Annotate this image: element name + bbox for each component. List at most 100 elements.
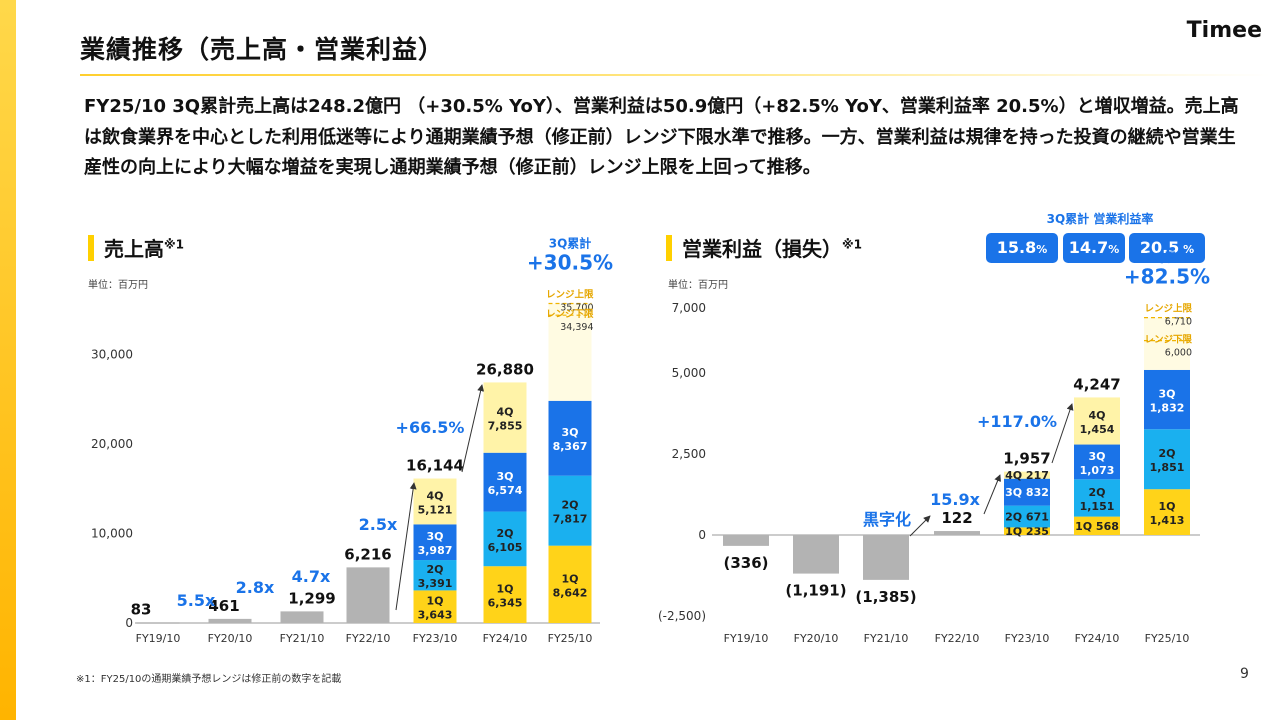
profit-ytick-label: 7,000 <box>672 301 706 315</box>
profit-bar-3q <box>1144 369 1190 430</box>
revenue-seg-value: 8,642 <box>553 586 588 599</box>
revenue-seg-name: 2Q <box>426 563 443 576</box>
revenue-x-label: FY19/10 <box>136 632 181 645</box>
profit-seg-name: 3Q <box>1158 388 1175 401</box>
revenue-title-note: ※1 <box>164 237 185 252</box>
revenue-bar-1q <box>413 590 457 623</box>
profit-growth-arrow <box>1051 403 1074 464</box>
profit-bar-2q <box>1004 505 1050 528</box>
page-number: 9 <box>1240 666 1249 682</box>
profit-chart-title: 営業利益（損失）※1 <box>666 233 862 262</box>
profit-ytd-growth: +82.5% <box>1124 265 1210 289</box>
profit-seg-label: 1Q 235 <box>1005 525 1049 538</box>
margin-value-fy23: 15.8 <box>996 238 1037 257</box>
title-underline <box>80 74 1270 76</box>
profit-bar-1q <box>1074 516 1120 535</box>
revenue-x-label: FY25/10 <box>548 632 593 645</box>
profit-forecast-lower-value: 6,000 <box>1165 348 1192 359</box>
revenue-seg-value: 8,367 <box>553 440 588 453</box>
revenue-seg-value: 7,855 <box>488 420 523 433</box>
profit-bar-2q <box>1144 429 1190 490</box>
profit-x-label: FY21/10 <box>864 632 909 645</box>
profit-ytick-label: 0 <box>698 528 706 542</box>
revenue-forecast-upper-label: レンジ上限 <box>546 288 594 300</box>
revenue-seg-value: 3,643 <box>418 609 453 622</box>
profit-bar-total <box>934 531 980 535</box>
revenue-growth-label: +66.5% <box>396 418 465 437</box>
revenue-seg-name: 4Q <box>426 489 443 502</box>
profit-bar-total <box>863 535 909 580</box>
revenue-seg-value: 6,574 <box>488 484 523 497</box>
revenue-seg-value: 7,817 <box>553 513 588 526</box>
profit-x-label: FY20/10 <box>794 632 839 645</box>
profit-total-label: 1,957 <box>1003 450 1050 468</box>
revenue-growth-label: 4.7x <box>292 567 331 586</box>
profit-forecast-upper-value: 6,710 <box>1165 317 1192 328</box>
revenue-unit-label: 単位：百万円 <box>88 280 148 291</box>
revenue-forecast-upper-value: 35,700 <box>560 302 593 313</box>
revenue-total-label: 6,216 <box>344 545 391 563</box>
profit-seg-name: 2Q <box>1088 486 1105 499</box>
profit-seg-name: 4Q <box>1088 409 1105 422</box>
profit-forecast-upper-label: レンジ上限 <box>1144 303 1192 315</box>
revenue-seg-value: 3,391 <box>418 577 453 590</box>
revenue-seg-name: 1Q <box>561 572 578 585</box>
profit-seg-value: 1,151 <box>1080 500 1115 513</box>
margin-pill-fy24: 14.7% <box>1063 233 1125 263</box>
revenue-ytick-label: 20,000 <box>91 437 133 451</box>
revenue-ytd-growth: +30.5% <box>527 250 613 274</box>
margin-unit-fy23: % <box>1036 243 1048 256</box>
revenue-total-label: 26,880 <box>476 360 534 378</box>
revenue-seg-name: 3Q <box>561 426 578 439</box>
revenue-seg-name: 2Q <box>496 527 513 540</box>
revenue-seg-value: 6,345 <box>488 597 523 610</box>
profit-turnaround-label: 黒字化 <box>863 510 911 529</box>
revenue-growth-label: 5.5x <box>177 591 216 610</box>
profit-seg-label: 3Q 832 <box>1005 486 1049 499</box>
revenue-bar-4q <box>483 382 527 453</box>
profit-seg-name: 1Q <box>1158 500 1175 513</box>
revenue-seg-value: 3,987 <box>418 544 453 557</box>
revenue-bar-total <box>280 611 324 623</box>
revenue-total-label: 16,144 <box>406 457 464 475</box>
margin-unit-fy25: % <box>1179 243 1195 256</box>
profit-unit-label: 単位：百万円 <box>668 280 728 291</box>
revenue-growth-arrow <box>395 482 417 611</box>
margin-box-heading: 3Q累計 営業利益率 <box>1046 212 1154 226</box>
profit-bar-3q <box>1004 478 1050 506</box>
profit-bar-4q <box>1004 471 1050 479</box>
revenue-bar-2q <box>483 511 527 567</box>
margin-pill-fy25: 20.5 % <box>1129 233 1205 263</box>
page-title: 業績推移（売上高・営業利益） <box>80 35 445 64</box>
profit-forecast-range <box>1144 317 1190 370</box>
revenue-bar-3q <box>413 524 457 561</box>
profit-forecast-lower-label: レンジ下限 <box>1144 335 1192 346</box>
revenue-x-label: FY21/10 <box>280 632 325 645</box>
revenue-ytick-label: 30,000 <box>91 348 133 362</box>
profit-seg-value: 1,413 <box>1150 514 1185 527</box>
profit-bar-2q <box>1074 479 1120 517</box>
profit-total-label: (336) <box>723 554 768 572</box>
profit-seg-label: 1Q 568 <box>1075 520 1119 533</box>
profit-total-label: (1,191) <box>785 582 846 600</box>
revenue-seg-name: 4Q <box>496 406 513 419</box>
revenue-ytd-period: 3Q累計 <box>549 235 592 250</box>
profit-title-note: ※1 <box>842 237 863 252</box>
revenue-x-label: FY24/10 <box>483 632 528 645</box>
revenue-bar-1q <box>483 566 527 623</box>
margin-unit-fy24: % <box>1108 243 1120 256</box>
profit-total-label: (1,385) <box>855 588 916 606</box>
revenue-seg-name: 3Q <box>496 470 513 483</box>
profit-growth-arrow <box>909 515 931 537</box>
profit-bar-1q <box>1004 527 1050 535</box>
revenue-x-label: FY20/10 <box>208 632 253 645</box>
margin-pill-fy23: 15.8% <box>986 233 1058 263</box>
profit-ytick-label: 5,000 <box>672 366 706 380</box>
revenue-growth-label: 2.5x <box>359 515 398 534</box>
revenue-forecast-lower-value: 34,394 <box>560 322 593 333</box>
margin-value-fy25: 20.5 <box>1139 238 1180 257</box>
revenue-bar-total <box>136 622 180 624</box>
profit-seg-value: 1,832 <box>1150 402 1185 415</box>
revenue-bar-4q <box>413 478 457 525</box>
profit-x-label: FY22/10 <box>935 632 980 645</box>
